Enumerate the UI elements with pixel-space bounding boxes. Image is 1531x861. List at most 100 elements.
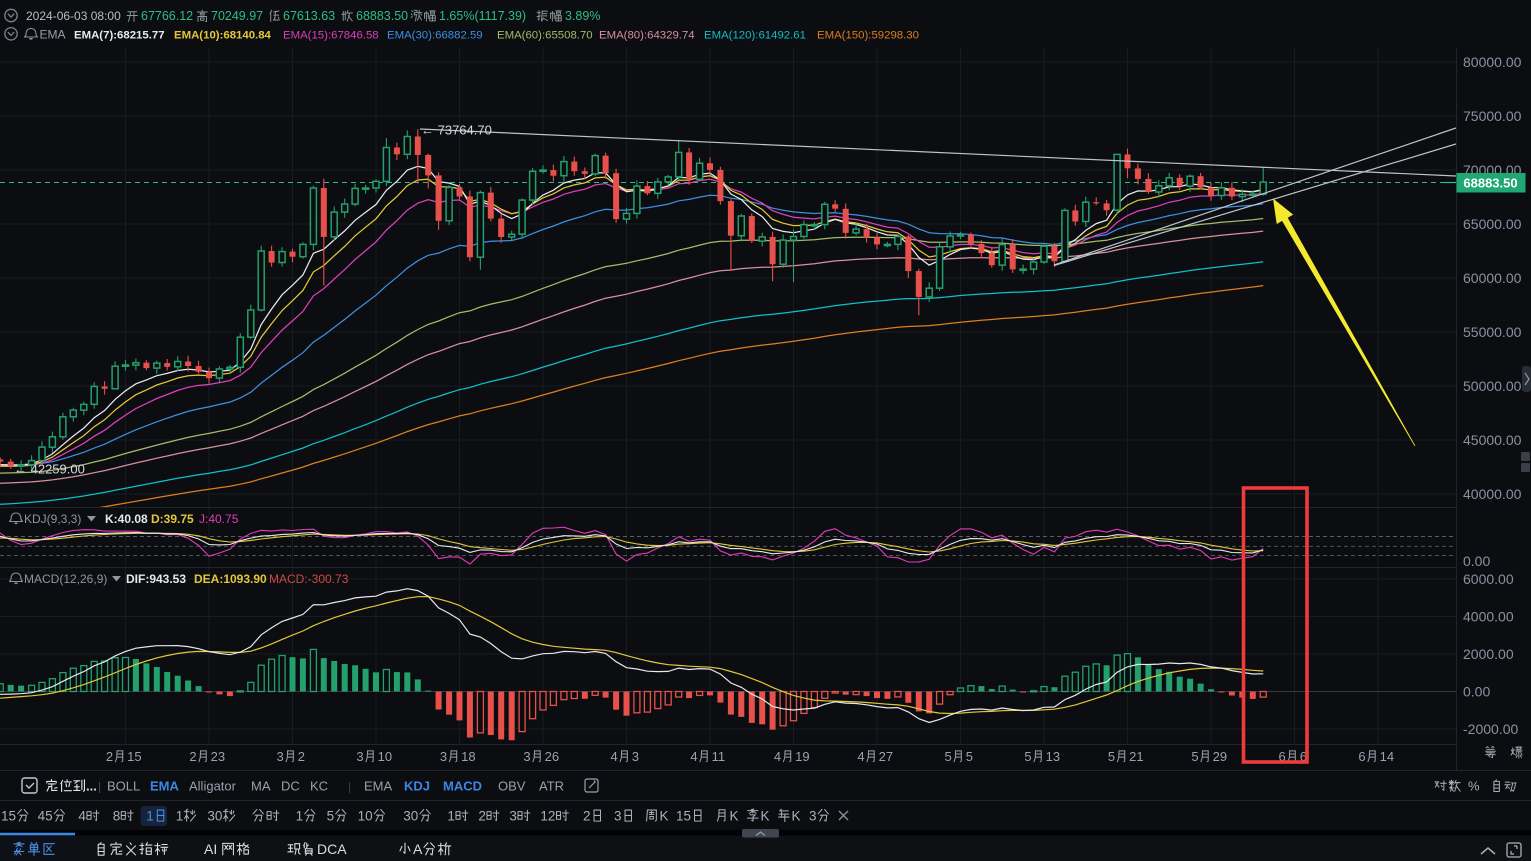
- svg-text:67766.12: 67766.12: [141, 9, 193, 23]
- svg-text:8: 8: [113, 808, 121, 823]
- svg-text:1: 1: [146, 808, 154, 823]
- svg-text:5: 5: [327, 808, 335, 823]
- svg-text:29: 29: [1213, 749, 1227, 764]
- svg-text:DEA:1093.90: DEA:1093.90: [194, 572, 267, 586]
- svg-text:50000.00: 50000.00: [1463, 378, 1522, 394]
- svg-text:K: K: [660, 808, 669, 823]
- svg-text:|: |: [348, 780, 351, 794]
- svg-text:AI: AI: [204, 841, 217, 857]
- svg-text:KC: KC: [310, 779, 328, 794]
- svg-text:J:40.75: J:40.75: [199, 512, 239, 526]
- svg-text:Alligator: Alligator: [189, 779, 237, 794]
- svg-text:15: 15: [676, 808, 691, 823]
- svg-text:5: 5: [1024, 749, 1031, 764]
- svg-text:4: 4: [611, 749, 618, 764]
- svg-text:3: 3: [523, 749, 530, 764]
- svg-text:40000.00: 40000.00: [1463, 486, 1522, 502]
- svg-text:EMA(30):66882.59: EMA(30):66882.59: [387, 29, 483, 41]
- svg-text:26: 26: [545, 749, 559, 764]
- svg-text:EMA(120):61492.61: EMA(120):61492.61: [704, 29, 806, 41]
- svg-text:← 42259.00: ← 42259.00: [14, 462, 85, 477]
- svg-text:2024-06-03 08:00: 2024-06-03 08:00: [26, 9, 121, 23]
- svg-text:A: A: [413, 841, 423, 857]
- svg-text:3: 3: [809, 808, 817, 823]
- svg-text:4000.00: 4000.00: [1463, 608, 1514, 624]
- svg-text:6000.00: 6000.00: [1463, 571, 1514, 587]
- svg-text:12: 12: [540, 808, 555, 823]
- svg-text:11: 11: [712, 749, 726, 764]
- svg-text:45000.00: 45000.00: [1463, 432, 1522, 448]
- svg-text:1: 1: [447, 808, 455, 823]
- svg-text:68883.50: 68883.50: [1463, 175, 1517, 190]
- svg-text:23: 23: [211, 749, 225, 764]
- svg-text:15: 15: [127, 749, 141, 764]
- svg-text:DCA: DCA: [317, 841, 347, 857]
- svg-text:80000.00: 80000.00: [1463, 54, 1522, 70]
- svg-text:4: 4: [774, 749, 781, 764]
- svg-text:6: 6: [1358, 749, 1365, 764]
- svg-text:2: 2: [478, 808, 486, 823]
- svg-text:K: K: [792, 808, 801, 823]
- svg-text:...: ...: [86, 779, 97, 794]
- svg-text:3.89%: 3.89%: [565, 9, 600, 23]
- svg-text:6: 6: [1279, 749, 1286, 764]
- svg-text:65000.00: 65000.00: [1463, 216, 1522, 232]
- svg-text:0.00: 0.00: [1463, 553, 1490, 569]
- svg-text:1.65%(1117.39): 1.65%(1117.39): [439, 9, 526, 23]
- svg-text:67613.63: 67613.63: [283, 9, 335, 23]
- svg-text:5: 5: [1191, 749, 1198, 764]
- svg-text:EMA(150):59298.30: EMA(150):59298.30: [817, 29, 919, 41]
- svg-text:EMA: EMA: [40, 27, 66, 41]
- svg-text:13: 13: [1046, 749, 1060, 764]
- svg-text:0.00: 0.00: [1463, 683, 1490, 699]
- svg-text:2: 2: [189, 749, 196, 764]
- svg-text:4: 4: [78, 808, 86, 823]
- svg-text:KDJ: KDJ: [404, 779, 430, 794]
- svg-text:14: 14: [1380, 749, 1394, 764]
- svg-text:27: 27: [879, 749, 893, 764]
- svg-text:EMA(15):67846.58: EMA(15):67846.58: [283, 29, 379, 41]
- svg-text:BOLL: BOLL: [107, 779, 140, 794]
- svg-text:18: 18: [461, 749, 475, 764]
- svg-text:55000.00: 55000.00: [1463, 324, 1522, 340]
- svg-text:← 73764.70: ← 73764.70: [421, 123, 492, 138]
- svg-text:10: 10: [378, 749, 392, 764]
- svg-text:5: 5: [966, 749, 973, 764]
- svg-text:45: 45: [38, 808, 53, 823]
- svg-text:30: 30: [207, 808, 222, 823]
- svg-text:2000.00: 2000.00: [1463, 646, 1514, 662]
- svg-text:EMA(7):68215.77: EMA(7):68215.77: [74, 29, 165, 41]
- svg-text:%: %: [1468, 779, 1480, 794]
- svg-text:K: K: [761, 808, 770, 823]
- svg-text:21: 21: [1129, 749, 1143, 764]
- svg-text:3: 3: [509, 808, 517, 823]
- svg-text:3: 3: [440, 749, 447, 764]
- svg-text:4: 4: [857, 749, 864, 764]
- svg-text:4: 4: [690, 749, 697, 764]
- svg-text:D:39.75: D:39.75: [151, 512, 194, 526]
- svg-text:68883.50: 68883.50: [356, 9, 408, 23]
- svg-text:MACD(12,26,9): MACD(12,26,9): [24, 572, 107, 586]
- svg-text:2: 2: [106, 749, 113, 764]
- svg-text:EMA(10):68140.84: EMA(10):68140.84: [174, 29, 272, 41]
- svg-text:DC: DC: [281, 779, 300, 794]
- svg-text:2: 2: [298, 749, 305, 764]
- svg-text:1: 1: [176, 808, 184, 823]
- svg-text:3: 3: [277, 749, 284, 764]
- svg-text:KDJ(9,3,3): KDJ(9,3,3): [24, 512, 81, 526]
- svg-text:6: 6: [1300, 749, 1307, 764]
- svg-text:5: 5: [945, 749, 952, 764]
- svg-text:OBV: OBV: [498, 779, 526, 794]
- svg-text:5: 5: [1108, 749, 1115, 764]
- svg-text:1: 1: [296, 808, 304, 823]
- svg-text:70249.97: 70249.97: [211, 9, 263, 23]
- svg-text:3: 3: [356, 749, 363, 764]
- svg-text:3: 3: [614, 808, 622, 823]
- svg-text:MA: MA: [251, 779, 271, 794]
- svg-text:-2000.00: -2000.00: [1463, 721, 1518, 737]
- svg-text:ATR: ATR: [539, 779, 564, 794]
- svg-text:EMA(80):64329.74: EMA(80):64329.74: [599, 29, 695, 41]
- svg-text:K:40.08: K:40.08: [105, 512, 148, 526]
- svg-text:MACD:-300.73: MACD:-300.73: [269, 572, 349, 586]
- svg-text:EMA: EMA: [150, 779, 180, 794]
